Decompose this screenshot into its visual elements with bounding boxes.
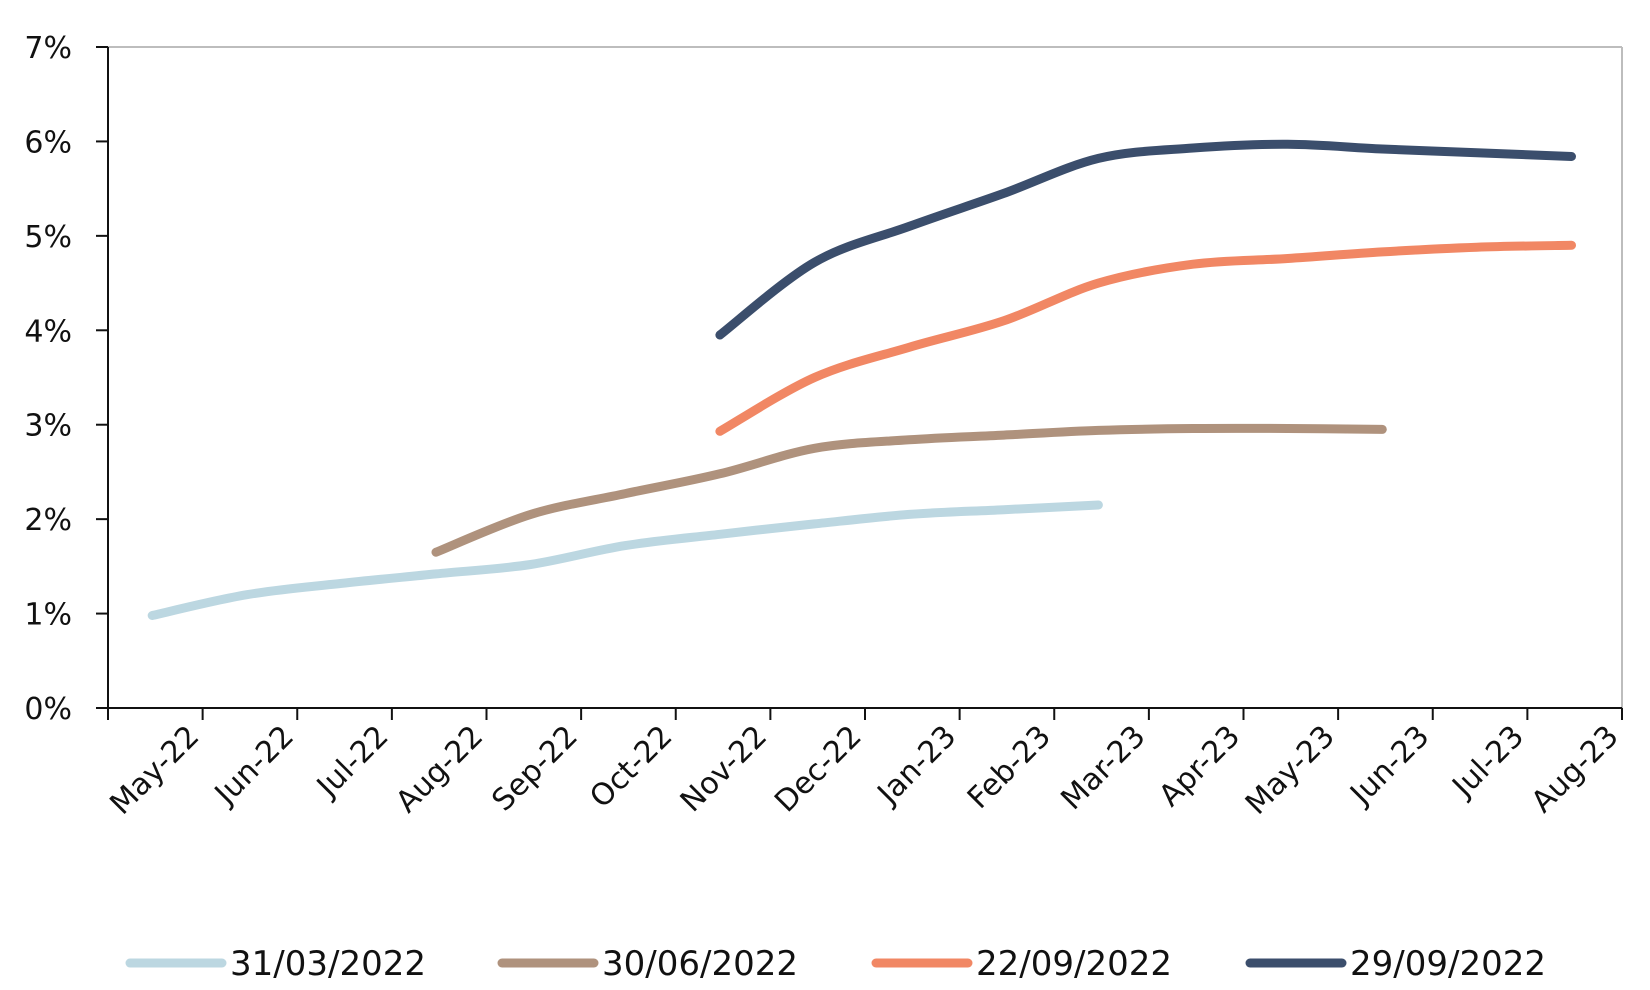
- y-tick-label: 2%: [24, 503, 72, 538]
- y-tick-label: 7%: [24, 31, 72, 66]
- x-tick-label: Sep-22: [485, 719, 584, 818]
- legend-label-3: 22/09/2022: [976, 944, 1172, 984]
- x-tick-label: Nov-22: [674, 719, 774, 819]
- x-tick-label: Jul-23: [1445, 719, 1531, 805]
- plot-area: [108, 46, 1623, 708]
- series-line-2: [431, 423, 1387, 557]
- y-tick-label: 5%: [24, 220, 72, 255]
- y-tick-label: 0%: [24, 692, 72, 727]
- x-tick-label: Jun-23: [1342, 719, 1436, 813]
- x-tick-label: Jan-23: [870, 719, 964, 813]
- x-tick-label: Mar-23: [1054, 719, 1152, 817]
- y-tick-label: 3%: [24, 409, 72, 444]
- y-tick-label: 4%: [24, 314, 72, 349]
- series-lines: [147, 139, 1576, 620]
- x-tick-label: Aug-22: [389, 719, 490, 820]
- x-tick-label: Oct-22: [583, 719, 679, 815]
- legend-label-2: 30/06/2022: [602, 944, 798, 984]
- legend-label-4: 29/09/2022: [1350, 944, 1546, 984]
- x-tick-label: Jul-22: [309, 719, 395, 805]
- x-tick-label: Apr-23: [1152, 719, 1247, 814]
- x-tick-label: Dec-22: [768, 719, 868, 819]
- x-tick-label: May-22: [103, 719, 206, 822]
- series-line-4: [715, 139, 1576, 340]
- y-tick-label: 1%: [24, 598, 72, 633]
- y-axis: 0% 1% 2% 3% 4% 5% 6% 7%: [24, 31, 109, 727]
- series-line-1: [147, 500, 1103, 620]
- x-axis: May-22 Jun-22 Jul-22Aug-22Sep-22Oct-22Nov-…: [103, 707, 1626, 822]
- x-tick-label: Jun-22: [207, 719, 301, 813]
- series-line-3: [715, 240, 1576, 436]
- x-tick-label: Feb-23: [961, 719, 1058, 816]
- y-tick-label: 6%: [24, 125, 72, 160]
- legend-label-1: 31/03/2022: [230, 944, 426, 984]
- x-tick-label: May-23: [1239, 719, 1342, 822]
- legend: 31/03/2022 30/06/2022 22/09/2022 29/09/2022: [125, 944, 1546, 984]
- x-tick-label: Aug-23: [1525, 719, 1626, 820]
